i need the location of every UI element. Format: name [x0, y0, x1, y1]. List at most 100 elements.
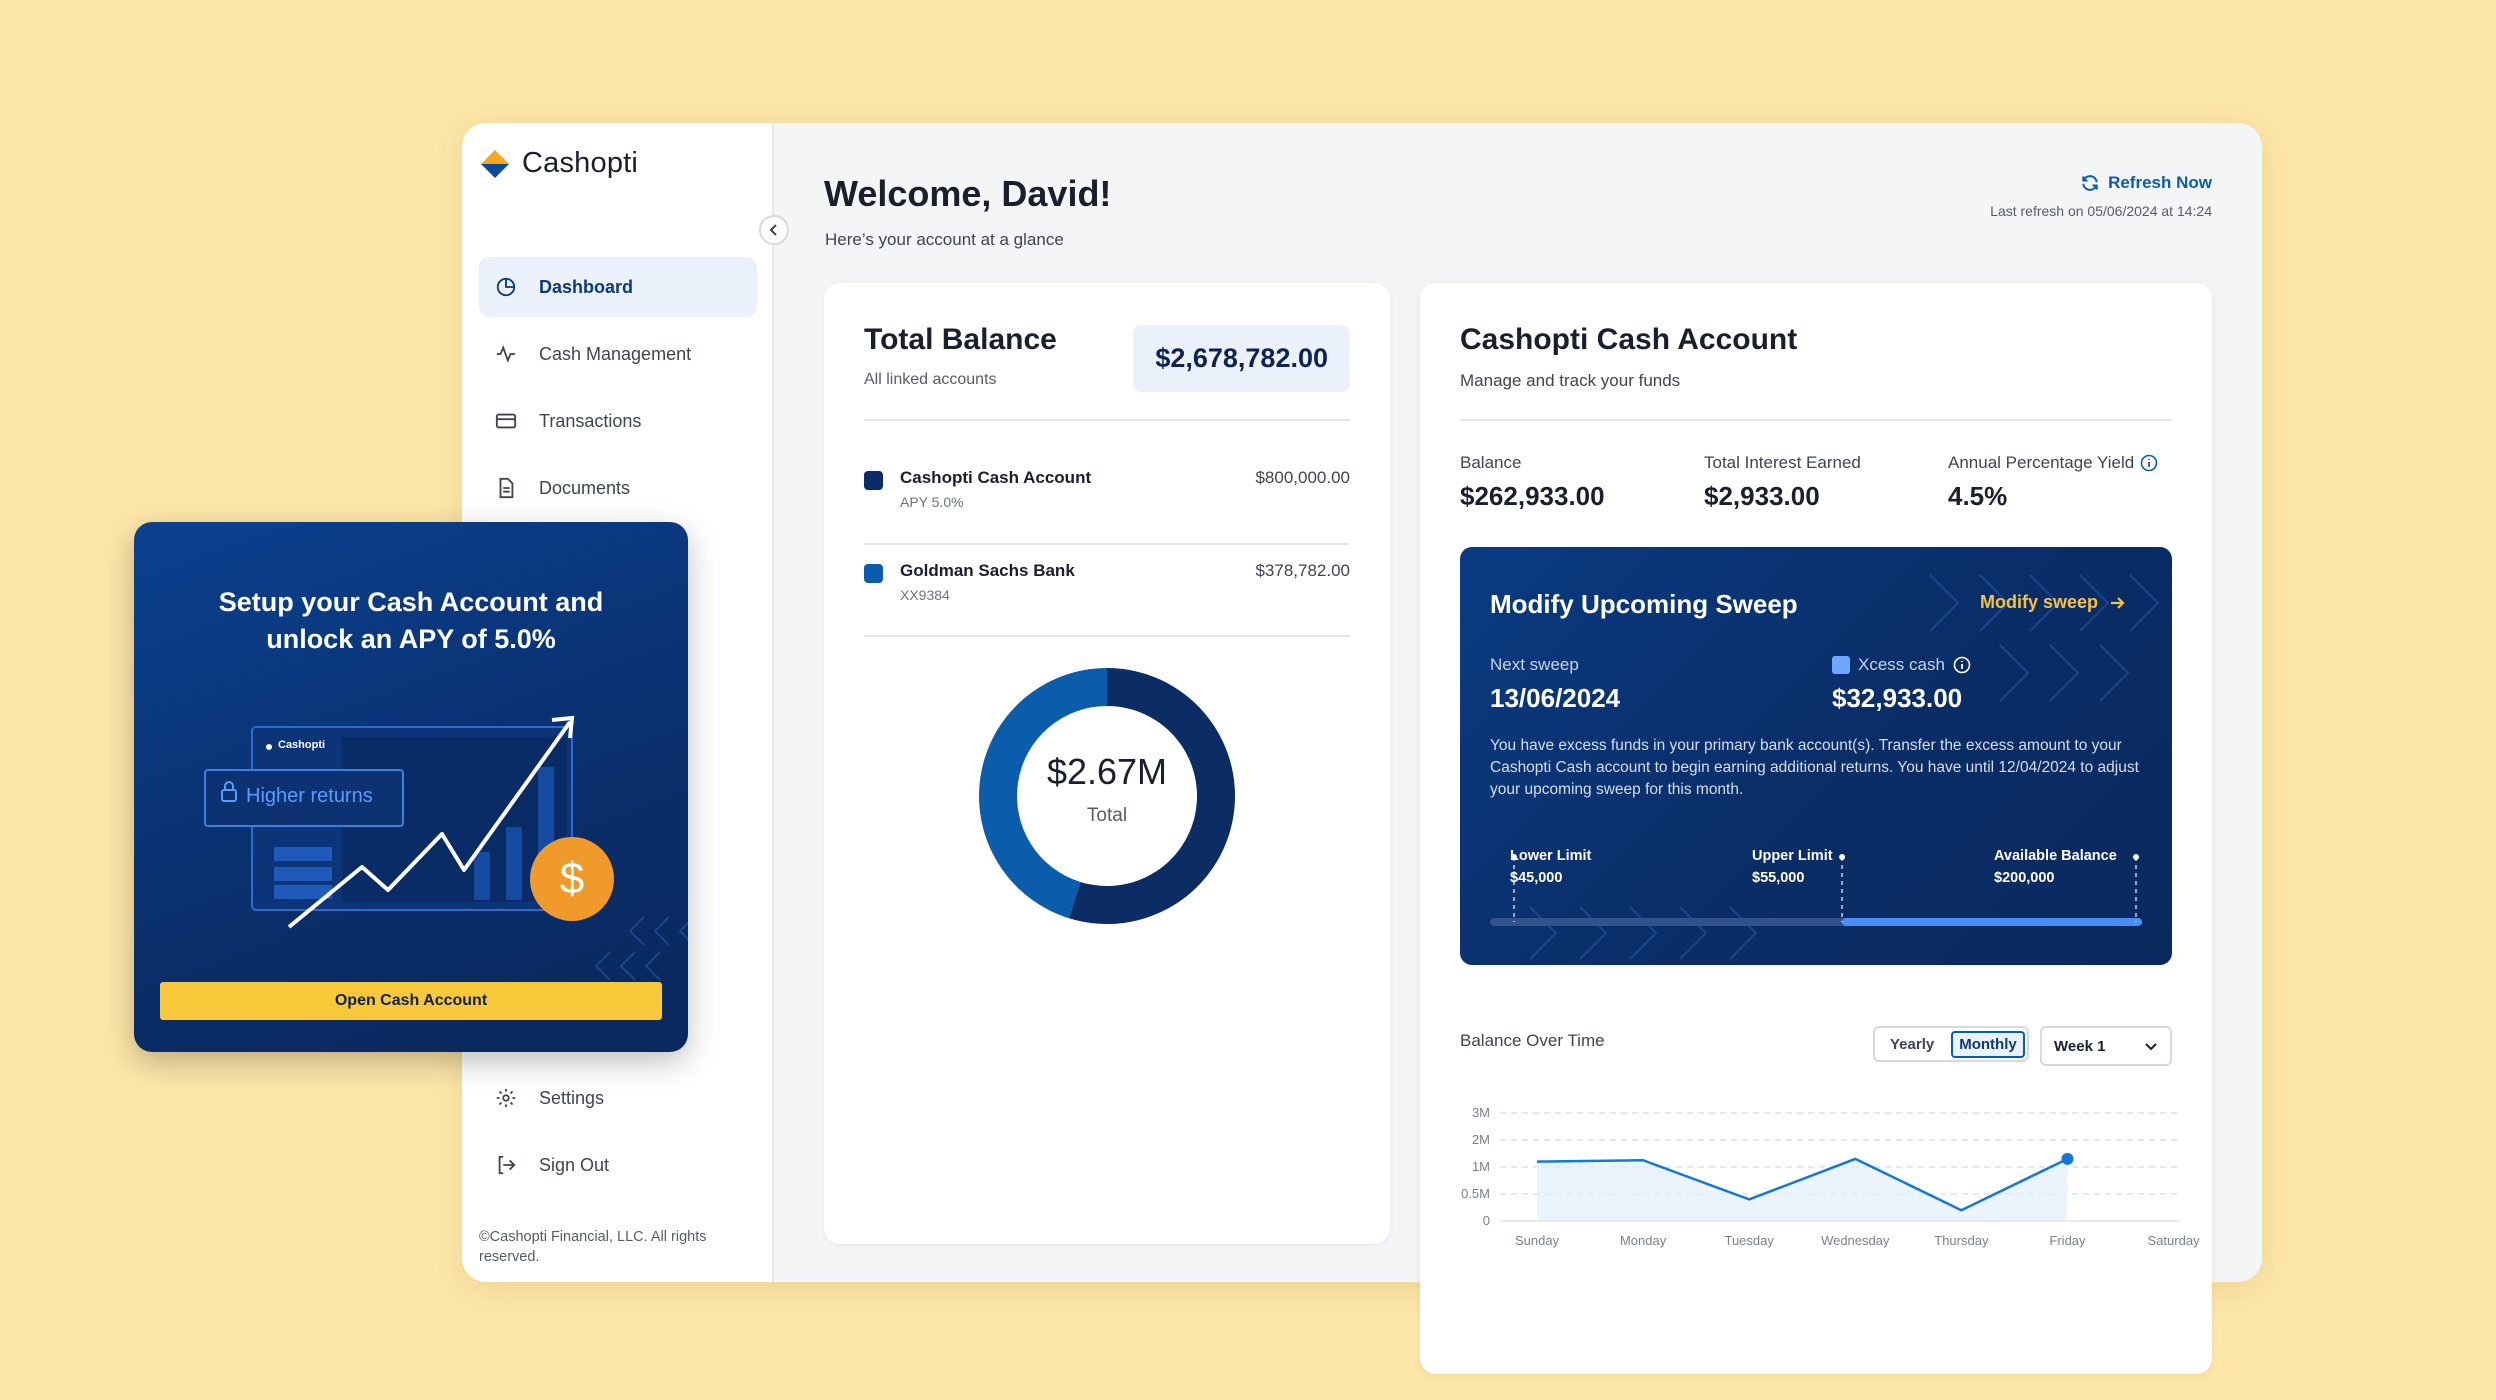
activity-icon — [496, 345, 516, 363]
total-balance-subtitle: All linked accounts — [864, 371, 997, 388]
account-row[interactable]: Goldman Sachs Bank XX9384 $378,782.00 — [864, 556, 1350, 616]
sidebar-item-documents[interactable]: Documents — [479, 458, 757, 518]
week-select[interactable]: Week 1 — [2040, 1026, 2172, 1066]
refresh-label: Refresh Now — [2108, 173, 2212, 192]
account-amount: $800,000.00 — [1255, 468, 1350, 487]
last-refresh-timestamp: Last refresh on 05/06/2024 at 14:24 — [1990, 203, 2212, 219]
open-cash-account-button[interactable]: Open Cash Account — [160, 982, 662, 1020]
sidebar-item-transactions[interactable]: Transactions — [479, 391, 757, 451]
divider — [1460, 419, 2172, 421]
total-balance-title: Total Balance — [864, 323, 1057, 356]
balance-over-time-chart: 3M 2M 1M 0.5M 0 Sunday Monday Tuesday Wednesday T… — [1461, 1105, 2200, 1248]
stat-label: Balance — [1460, 453, 1522, 472]
info-icon[interactable] — [1953, 656, 1971, 674]
promo-card: Setup your Cash Account and unlock an AP… — [134, 522, 688, 1052]
page-title: Welcome, David! — [824, 173, 1112, 214]
x-tick-label: Sunday — [1515, 1233, 1560, 1248]
toggle-yearly[interactable]: Yearly — [1890, 1035, 1935, 1053]
modify-sweep-label: Modify sweep — [1979, 592, 2098, 612]
donut-center-label: Total — [1086, 805, 1128, 826]
account-detail: APY 5.0% — [900, 494, 964, 510]
modify-sweep-link[interactable]: Modify sweep — [1980, 592, 2126, 613]
refresh-button[interactable]: Refresh Now — [2080, 173, 2212, 193]
stat-interest: Total Interest Earned $2,933.00 — [1704, 453, 1861, 512]
promo-illustration — [204, 715, 688, 1016]
balance-donut-chart — [979, 668, 1235, 924]
sidebar-item-label: Cash Management — [539, 343, 692, 364]
divider — [864, 635, 1350, 637]
page-subtitle: Here’s your account at a glance — [825, 230, 1064, 249]
xcess-cash-label-row: Xcess cash — [1832, 655, 1971, 675]
stat-label-row: Annual Percentage Yield — [1948, 453, 2158, 473]
info-icon[interactable] — [2140, 454, 2158, 472]
stat-label: Total Interest Earned — [1704, 453, 1861, 472]
y-tick-label: 3M — [1472, 1105, 1490, 1120]
sidebar-item-sign-out[interactable]: Sign Out — [479, 1135, 757, 1195]
gear-icon — [496, 1088, 516, 1108]
higher-returns-label: Higher returns — [246, 785, 373, 807]
cash-account-subtitle: Manage and track your funds — [1460, 371, 1681, 390]
account-detail: XX9384 — [900, 587, 950, 603]
credit-card-icon — [495, 413, 517, 429]
sweep-description: You have excess funds in your primary ba… — [1490, 737, 2139, 798]
donut-segment — [979, 668, 1107, 919]
series-area — [1537, 1158, 2068, 1221]
account-color-swatch — [864, 564, 883, 583]
xcess-cash-label: Xcess cash — [1858, 655, 1945, 674]
account-name: Goldman Sachs Bank — [900, 561, 1075, 580]
series-line — [1536, 1157, 2069, 1212]
y-tick-label: 0 — [1483, 1213, 1490, 1228]
next-sweep-label: Next sweep — [1490, 655, 1579, 674]
lower-limit-label: Lower Limit — [1510, 848, 1592, 864]
y-tick-label: 2M — [1472, 1132, 1490, 1147]
sweep-title: Modify Upcoming Sweep — [1490, 589, 1798, 619]
sidebar-item-label: Sign Out — [539, 1154, 610, 1175]
stat-label: Annual Percentage Yield — [1948, 453, 2135, 472]
balance-over-time-title: Balance Over Time — [1460, 1031, 1605, 1050]
account-row[interactable]: Cashopti Cash Account APY 5.0% $800,000.… — [864, 463, 1350, 523]
copyright: ©Cashopti Financial, LLC. All rights res… — [479, 1229, 707, 1265]
sweep-range-bar[interactable] — [1460, 547, 2172, 965]
stat-value: $2,933.00 — [1704, 481, 1820, 511]
collapse-sidebar-button[interactable] — [759, 215, 789, 245]
sidebar-item-label: Documents — [539, 477, 631, 498]
divider — [864, 543, 1350, 545]
sidebar-item-cash-management[interactable]: Cash Management — [479, 324, 757, 384]
lower-limit: Lower Limit $45,000 — [1510, 845, 1591, 889]
x-tick-label: Friday — [2049, 1233, 2086, 1248]
stat-balance: Balance $262,933.00 — [1460, 453, 1605, 512]
modify-sweep-panel: Modify Upcoming Sweep Modify sweep Next … — [1460, 547, 2172, 965]
stat-value: $262,933.00 — [1460, 481, 1605, 511]
sign-out-icon — [498, 1155, 516, 1175]
xcess-cash: Xcess cash $32,933.00 — [1832, 655, 1971, 714]
stat-apy: Annual Percentage Yield 4.5% — [1948, 453, 2158, 512]
donut-segment — [1068, 668, 1235, 924]
total-balance-amount: $2,678,782.00 — [1133, 325, 1350, 392]
toggle-monthly[interactable]: Monthly — [1951, 1030, 2025, 1058]
donut-center-value: $2.67M — [1046, 751, 1168, 792]
x-tick-label: Thursday — [1934, 1233, 1989, 1248]
divider — [864, 419, 1350, 421]
sidebar-item-label: Settings — [539, 1087, 605, 1108]
brand[interactable]: Cashopti — [480, 147, 638, 180]
lower-limit-value: $45,000 — [1510, 870, 1563, 886]
mini-logo-dot — [266, 744, 272, 750]
account-amount: $378,782.00 — [1255, 561, 1350, 580]
sidebar-item-dashboard[interactable]: Dashboard — [479, 257, 757, 317]
sidebar-item-label: Transactions — [539, 410, 642, 431]
cash-account-title: Cashopti Cash Account — [1460, 323, 1798, 356]
sidebar-item-settings[interactable]: Settings — [479, 1068, 757, 1128]
upper-limit-value: $55,000 — [1752, 870, 1805, 886]
dollar-icon: $ — [559, 854, 585, 903]
brand-logo-icon — [481, 149, 509, 178]
y-tick-label: 1M — [1472, 1159, 1490, 1174]
total-balance-card: Total Balance All linked accounts $2,678… — [824, 283, 1390, 1244]
available-balance-value: $200,000 — [1994, 870, 2055, 886]
promo-title: Setup your Cash Account and unlock an AP… — [218, 587, 604, 654]
cash-account-card: Cashopti Cash Account Manage and track y… — [1420, 283, 2212, 1374]
decorative-chevrons — [1529, 574, 2160, 960]
sweep-marker-dot — [1839, 854, 1846, 860]
sweep-marker-dot — [1511, 854, 1517, 860]
x-tick-label: Wednesday — [1821, 1233, 1890, 1248]
sweep-bar-fill — [1842, 918, 2142, 926]
